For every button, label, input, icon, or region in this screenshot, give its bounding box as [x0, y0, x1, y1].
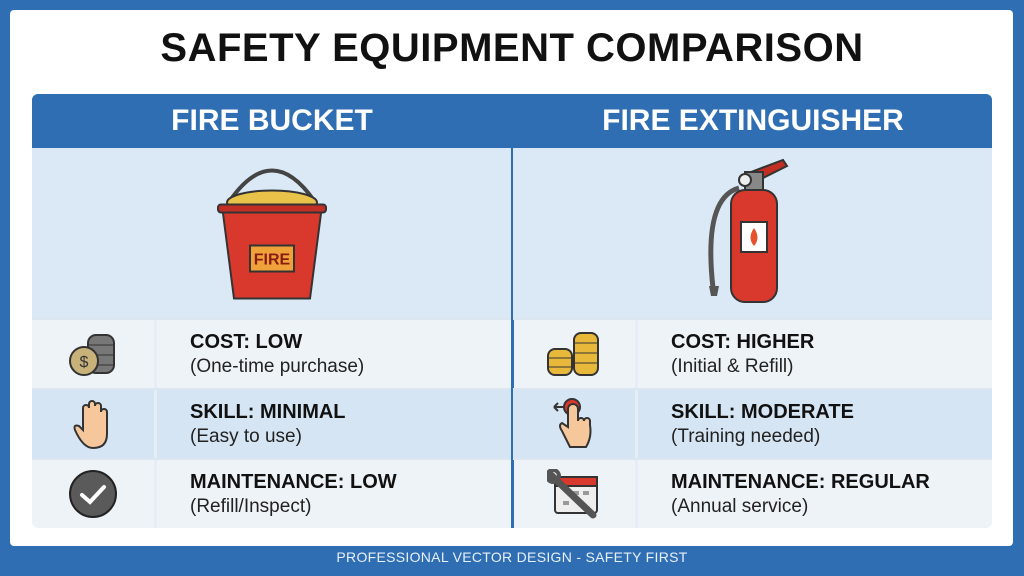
row-detail: (Initial & Refill) — [671, 355, 794, 377]
gold-coins-icon — [547, 332, 599, 376]
table-row: MAINTENANCE: REGULAR (Annual service) — [513, 458, 992, 528]
row-label: SKILL: MODERATE — [671, 400, 854, 423]
table-row: SKILL: MINIMAL (Easy to use) — [32, 388, 512, 458]
row-label: MAINTENANCE: LOW — [190, 470, 397, 493]
table-row: COST: HIGHER (Initial & Refill) — [513, 318, 992, 388]
fire-bucket-icon: FIRE — [217, 168, 327, 300]
column-heading: FIRE EXTINGUISHER — [513, 94, 992, 148]
table-row: MAINTENANCE: LOW (Refill/Inspect) — [32, 458, 512, 528]
checkmark-circle-icon — [69, 470, 117, 518]
fire-bucket-illustration: FIRE — [32, 148, 512, 318]
wrench-calendar-icon — [547, 469, 598, 519]
column-fire-extinguisher: FIRE EXTINGUISHER COST: HIGHER (Initial &… — [513, 94, 992, 528]
row-label: SKILL: MINIMAL — [190, 400, 346, 423]
column-divider — [511, 94, 514, 528]
table-row: $ COST: LOW (One-time purchase) — [32, 318, 512, 388]
hand-icon — [73, 400, 108, 450]
row-label: MAINTENANCE: REGULAR — [671, 470, 930, 493]
row-detail: (Easy to use) — [190, 425, 302, 447]
coins-stack-icon: $ — [69, 334, 115, 376]
finger-press-icon — [553, 398, 592, 448]
comparison-table: FIRE BUCKET FIRE $ COST: LOW (One-time pu… — [32, 94, 992, 528]
page-title: SAFETY EQUIPMENT COMPARISON — [160, 26, 864, 70]
row-label: COST: HIGHER — [671, 330, 815, 353]
column-heading: FIRE BUCKET — [32, 94, 512, 148]
row-detail: (Annual service) — [671, 495, 809, 517]
row-detail: (Training needed) — [671, 425, 821, 447]
row-detail: (Refill/Inspect) — [190, 495, 312, 517]
column-fire-bucket: FIRE BUCKET FIRE $ COST: LOW (One-time pu… — [32, 94, 512, 528]
table-row: SKILL: MODERATE (Training needed) — [513, 388, 992, 458]
svg-text:$: $ — [80, 354, 89, 371]
fire-extinguisher-illustration — [513, 148, 992, 318]
row-detail: (One-time purchase) — [190, 355, 365, 377]
row-label: COST: LOW — [190, 330, 303, 353]
fire-extinguisher-icon — [708, 158, 789, 303]
footer-text: PROFESSIONAL VECTOR DESIGN - SAFETY FIRS… — [336, 549, 688, 565]
bucket-label: FIRE — [254, 252, 291, 269]
